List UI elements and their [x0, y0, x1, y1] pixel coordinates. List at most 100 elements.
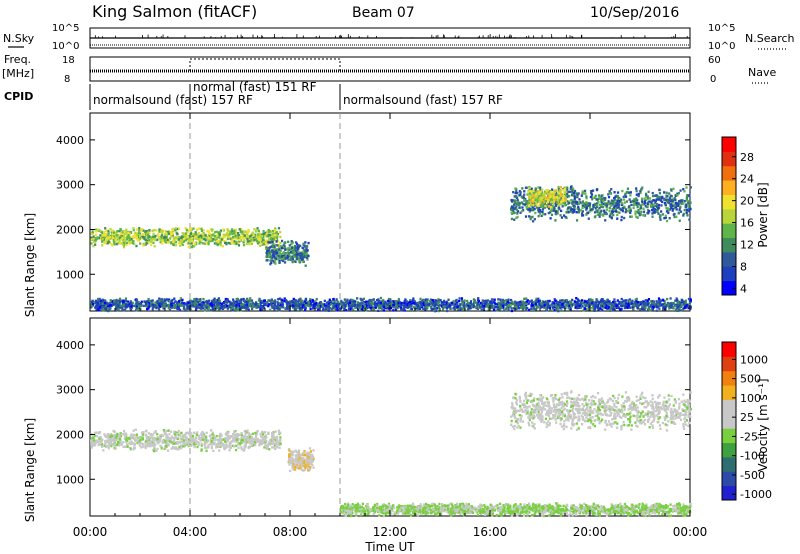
power-cell — [132, 227, 135, 230]
power-cell — [522, 305, 525, 308]
power-cell — [453, 307, 457, 311]
power-cell — [610, 211, 614, 215]
power-cell — [658, 198, 661, 201]
power-cell — [322, 307, 325, 310]
power-cell — [544, 302, 547, 306]
power-cell — [156, 303, 159, 307]
power-cell — [662, 303, 665, 306]
power-cell — [656, 198, 659, 201]
power-cell — [103, 236, 106, 240]
power-cell — [651, 191, 654, 195]
power-cell — [129, 236, 132, 239]
power-cell — [597, 194, 601, 197]
power-cell — [566, 208, 569, 211]
power-cell — [537, 190, 541, 193]
power-cell — [631, 200, 634, 203]
power-cell — [179, 296, 182, 300]
power-cell — [637, 304, 640, 307]
power-cell — [114, 305, 118, 308]
power-cell — [147, 241, 150, 244]
power-cell — [200, 305, 203, 309]
power-cell — [107, 238, 110, 241]
power-cell — [667, 211, 670, 215]
power-cell — [608, 309, 612, 313]
power-cell — [660, 204, 663, 207]
power-cell — [332, 298, 335, 301]
power-cell — [94, 230, 97, 233]
cpid-label: CPID — [4, 90, 33, 103]
power-cell — [254, 236, 258, 239]
power-cell — [272, 300, 275, 303]
power-cell — [446, 302, 449, 305]
power-cell — [282, 259, 285, 263]
power-cell — [611, 308, 615, 312]
power-cell — [209, 228, 212, 231]
power-cell — [481, 299, 484, 302]
power-cell — [561, 303, 564, 306]
power-cell — [262, 234, 265, 238]
power-cell — [125, 241, 128, 245]
power-cell — [198, 304, 201, 308]
power-cell — [620, 304, 623, 308]
power-cell — [179, 299, 182, 302]
power-cell — [532, 194, 535, 197]
power-cell — [679, 206, 682, 209]
power-cell — [265, 245, 268, 248]
power-cell — [127, 300, 130, 303]
power-cell — [556, 201, 559, 204]
power-cell — [687, 297, 691, 301]
power-cell — [538, 196, 542, 199]
power-cell — [612, 307, 615, 310]
power-cell — [90, 232, 93, 236]
power-cell — [616, 299, 619, 302]
power-cell — [685, 198, 688, 201]
power-cell — [365, 304, 368, 308]
power-cell — [562, 201, 565, 205]
power-cell — [685, 208, 689, 212]
power-cell — [594, 301, 598, 304]
power-cell — [319, 300, 322, 304]
power-cell — [620, 218, 623, 222]
power-cell — [137, 229, 141, 232]
power-cell — [277, 255, 280, 258]
power-cell — [174, 303, 178, 307]
power-cell — [167, 303, 171, 307]
power-cell — [367, 304, 370, 307]
power-cell — [237, 244, 241, 247]
power-cell — [669, 297, 672, 300]
power-cell — [144, 300, 148, 304]
power-cell — [141, 235, 144, 239]
power-cell — [652, 300, 656, 303]
power-cell — [339, 307, 343, 310]
power-cell — [530, 190, 533, 193]
power-cell — [558, 207, 561, 211]
power-cell — [108, 304, 111, 307]
power-cell — [686, 303, 689, 306]
power-cell — [688, 301, 692, 304]
power-cell — [181, 243, 184, 247]
power-cell — [576, 202, 579, 206]
power-cell — [111, 234, 114, 238]
power-cell — [230, 242, 233, 245]
power-cell — [515, 216, 518, 220]
power-cell — [534, 188, 537, 191]
power-cell — [666, 297, 669, 301]
power-cell — [654, 194, 657, 197]
power-cell — [646, 205, 649, 208]
power-cell — [103, 304, 106, 308]
power-cell — [674, 198, 677, 201]
power-cell — [127, 231, 130, 235]
power-cell — [589, 195, 592, 199]
power-cell — [539, 304, 542, 308]
power-cell — [190, 303, 194, 307]
power-cell — [521, 300, 524, 304]
power-cell — [255, 305, 258, 308]
power-cell — [371, 299, 374, 302]
power-cell — [562, 302, 565, 305]
power-cell — [597, 201, 600, 204]
power-cell — [337, 300, 340, 304]
power-cell — [411, 299, 414, 302]
power-cell — [184, 239, 188, 242]
power-cell — [237, 231, 240, 235]
power-cell — [193, 297, 196, 301]
